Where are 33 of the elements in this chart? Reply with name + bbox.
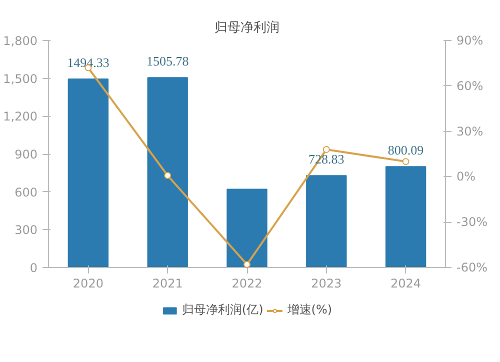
bar (68, 78, 109, 268)
y-tick-label: 1,800 (3, 34, 38, 48)
y-tick-label: 900 (14, 148, 38, 162)
y2-tick-label: 30% (456, 124, 484, 138)
data-label: 1494.33 (67, 55, 110, 70)
x-tick-label: 2023 (311, 276, 342, 290)
x-tick-label: 2021 (152, 276, 183, 290)
y2-tick-label: -60% (456, 260, 488, 274)
data-label: 1505.78 (146, 54, 189, 69)
bar (226, 188, 268, 268)
y2-tick-label: 60% (456, 78, 484, 93)
x-tick-label: 2020 (72, 276, 104, 290)
data-label: 800.09 (388, 142, 424, 158)
y-tick-label: 0 (30, 261, 38, 275)
bar (385, 166, 426, 268)
x-tick-label: 2022 (232, 276, 262, 290)
point (244, 260, 250, 268)
y-tick-label: 300 (14, 223, 38, 238)
point (164, 172, 172, 179)
x-tick-label: 2024 (390, 276, 422, 290)
y2-tick-label: 90% (456, 34, 484, 48)
legend-label: 增速(%) (287, 302, 332, 318)
point (322, 146, 330, 153)
y-tick-label: 1,200 (3, 110, 38, 124)
point (402, 158, 410, 166)
y2-tick-label: 0% (456, 170, 476, 184)
chart-title: 归母净利润 (214, 20, 280, 36)
y2-tick-label: -30% (456, 215, 488, 230)
bar (306, 175, 347, 268)
bar (147, 77, 188, 268)
y-tick-label: 600 (14, 185, 38, 200)
y-tick-label: 1,500 (3, 72, 38, 86)
legend-label: 归母净利润(亿) (182, 302, 264, 318)
